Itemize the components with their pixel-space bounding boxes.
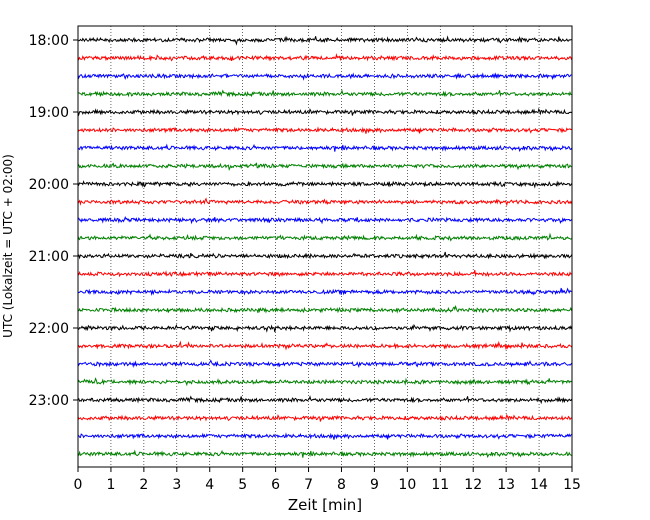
- trace-line: [77, 432, 572, 440]
- trace-line: [77, 89, 572, 98]
- x-tick-label: 6: [271, 477, 280, 493]
- trace-line: [77, 197, 573, 207]
- x-tick-label: 4: [205, 477, 214, 493]
- x-tick-label: 13: [497, 477, 515, 493]
- x-tick-label: 12: [464, 477, 482, 493]
- trace-line: [77, 270, 572, 278]
- x-tick-label: 0: [74, 477, 83, 493]
- y-axis-label: UTC (Lokalzeit = UTC + 02:00): [1, 154, 15, 338]
- trace-line: [77, 323, 573, 333]
- y-tick-label: 21:00: [29, 249, 69, 265]
- trace-line: [77, 162, 572, 171]
- x-tick-label: 8: [337, 477, 346, 493]
- traces: [77, 35, 573, 459]
- trace-line: [77, 180, 573, 189]
- trace-line: [77, 53, 573, 62]
- trace-line: [77, 72, 572, 81]
- trace-line: [77, 395, 573, 405]
- x-axis-label: Zeit [min]: [288, 496, 362, 514]
- x-tick-label: 9: [370, 477, 379, 493]
- y-axis-ticks: 18:00 19:00 20:00 21:00 22:00 23:00: [29, 33, 78, 409]
- trace-line: [77, 304, 573, 314]
- plot-frame: [77, 25, 573, 468]
- x-tick-label: 2: [139, 477, 148, 493]
- trace-line: [77, 126, 572, 134]
- x-tick-label: 14: [530, 477, 548, 493]
- y-tick-label: 18:00: [29, 33, 69, 49]
- trace-line: [77, 340, 573, 351]
- x-tick-label: 15: [563, 477, 581, 493]
- trace-line: [77, 287, 572, 296]
- trace-line: [77, 377, 572, 387]
- trace-line: [77, 232, 572, 242]
- y-tick-label: 20:00: [29, 177, 69, 193]
- trace-line: [77, 449, 572, 459]
- trace-line: [77, 107, 572, 117]
- x-tick-label: 3: [172, 477, 181, 493]
- y-tick-label: 19:00: [29, 105, 69, 121]
- trace-line: [77, 215, 572, 225]
- trace-line: [77, 143, 573, 153]
- x-axis-ticks: 0 1 2 3 4 5 6 7 8 9 10 11 12 13 14 15: [74, 467, 581, 493]
- y-tick-label: 22:00: [29, 321, 69, 337]
- trace-line: [77, 413, 572, 422]
- trace-line: [77, 359, 573, 369]
- trace-line: [77, 251, 573, 260]
- x-tick-label: 11: [431, 477, 449, 493]
- x-tick-label: 5: [238, 477, 247, 493]
- x-tick-label: 1: [106, 477, 115, 493]
- x-tick-label: 7: [304, 477, 313, 493]
- y-tick-label: 23:00: [29, 393, 69, 409]
- x-tick-label: 10: [398, 477, 416, 493]
- trace-line: [77, 35, 572, 46]
